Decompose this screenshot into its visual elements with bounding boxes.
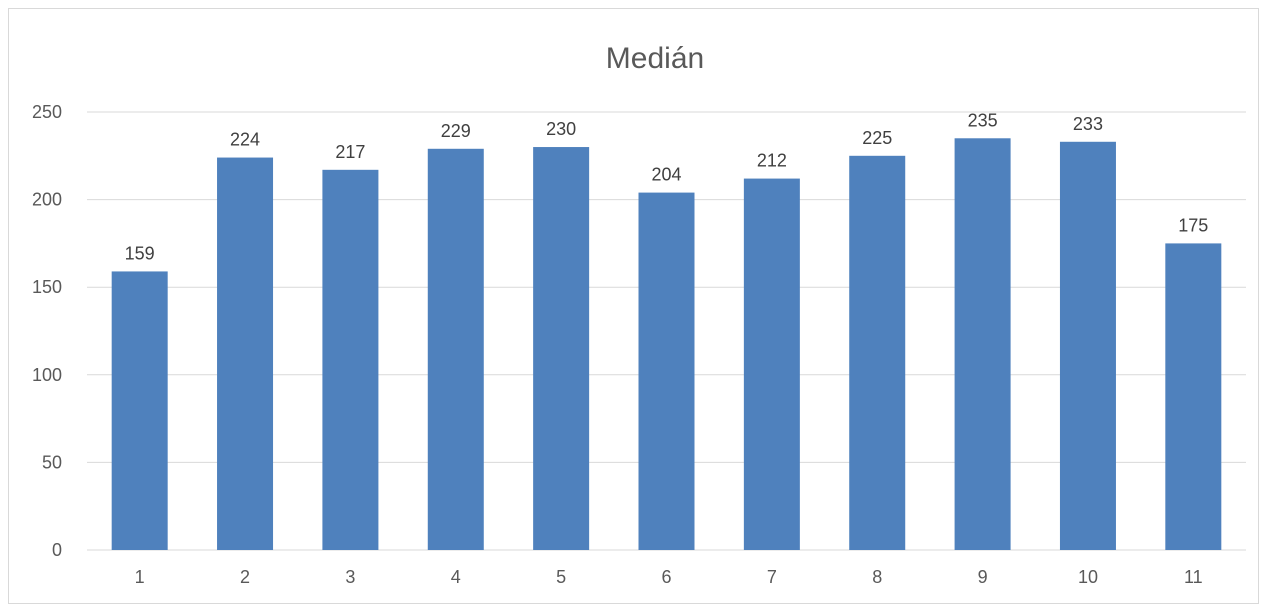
y-tick-label: 100 <box>32 365 62 385</box>
bars <box>111 138 1222 551</box>
chart-title: Medián <box>606 42 704 75</box>
y-tick-label: 250 <box>32 102 62 122</box>
bar <box>111 271 168 550</box>
bar <box>638 192 695 551</box>
chart-frame <box>8 8 1259 604</box>
bar <box>849 155 906 551</box>
x-tick-label: 3 <box>345 567 355 587</box>
bar-value-label: 224 <box>230 130 260 150</box>
x-tick-label: 8 <box>872 567 882 587</box>
x-tick-label: 5 <box>556 567 566 587</box>
y-tick-label: 50 <box>42 452 62 472</box>
bar-value-label: 217 <box>335 142 365 162</box>
bar-value-label: 230 <box>546 119 576 139</box>
x-tick-label: 1 <box>135 567 145 587</box>
bar <box>1165 243 1222 550</box>
x-tick-label: 9 <box>978 567 988 587</box>
bar-value-label: 229 <box>441 121 471 141</box>
y-tick-label: 200 <box>32 190 62 210</box>
x-tick-label: 7 <box>767 567 777 587</box>
bar <box>533 147 590 551</box>
bar-value-label: 159 <box>125 243 155 263</box>
bar-value-label: 235 <box>968 110 998 130</box>
x-tick-label: 10 <box>1078 567 1098 587</box>
bar <box>217 157 274 550</box>
bar <box>427 148 484 551</box>
data-labels: 159 224 217 229 230 204 212 225 235 233 175 <box>125 110 1209 263</box>
bar-value-label: 204 <box>651 165 681 185</box>
x-tick-label: 6 <box>661 567 671 587</box>
bar <box>1059 141 1116 550</box>
y-tick-label: 0 <box>52 540 62 560</box>
bar-value-label: 225 <box>862 128 892 148</box>
bar-value-label: 233 <box>1073 114 1103 134</box>
x-tick-label: 2 <box>240 567 250 587</box>
bar-value-label: 212 <box>757 151 787 171</box>
bar <box>954 138 1011 550</box>
y-axis-ticks: 0 50 100 150 200 250 <box>32 102 62 560</box>
x-tick-label: 11 <box>1184 567 1203 587</box>
bar-value-label: 175 <box>1178 215 1208 235</box>
bar <box>743 178 800 551</box>
y-tick-label: 150 <box>32 277 62 297</box>
bar <box>322 169 379 551</box>
x-axis-ticks: 1 2 3 4 5 6 7 8 9 10 11 <box>135 567 1203 587</box>
x-tick-label: 4 <box>451 567 461 587</box>
